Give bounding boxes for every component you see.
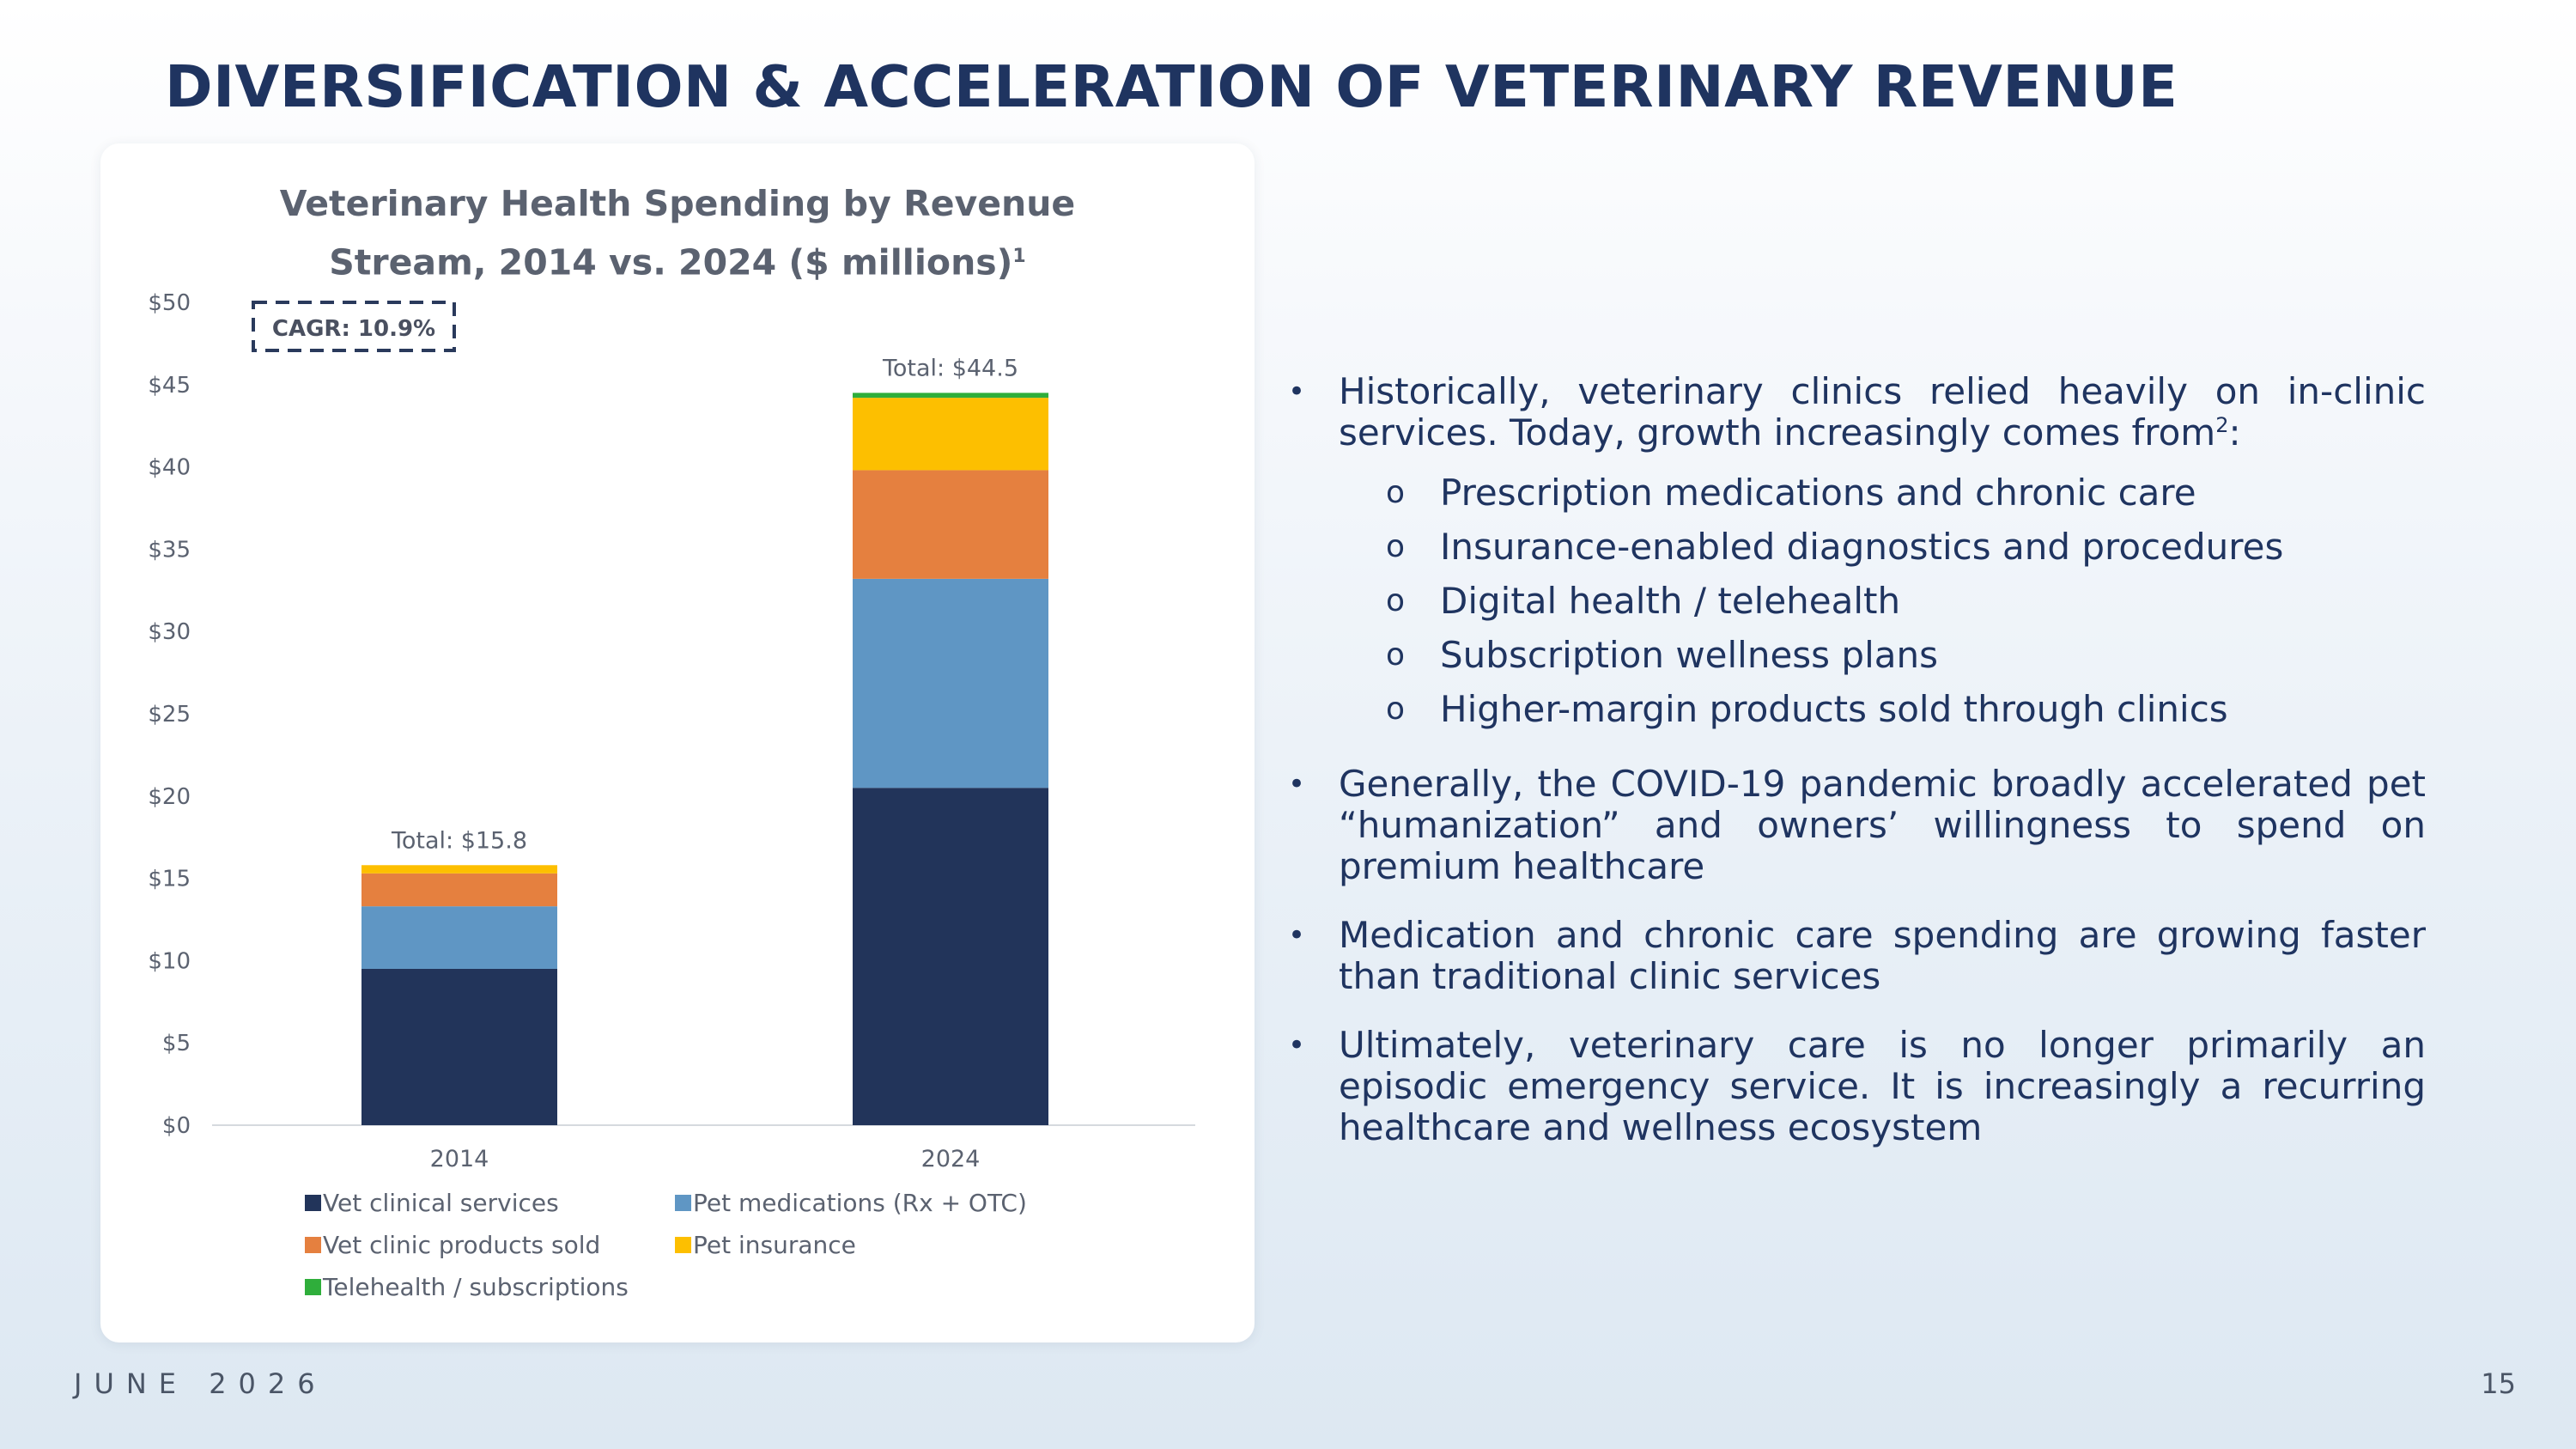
bullet-item: • Generally, the COVID-19 pandemic broad…	[1288, 764, 2426, 887]
bullet-text: Medication and chronic care spending are…	[1339, 914, 2426, 997]
legend-swatch	[305, 1279, 321, 1295]
bullet-list: • Historically, veterinary clinics relie…	[1288, 371, 2426, 1176]
sub-bullet-text: Higher-margin products sold through clin…	[1440, 688, 2228, 730]
bullet-item: • Historically, veterinary clinics relie…	[1288, 371, 2426, 736]
legend-label: Telehealth / subscriptions	[322, 1273, 629, 1301]
bullet-text: Generally, the COVID-19 pandemic broadly…	[1339, 763, 2426, 887]
y-tick-label: $45	[148, 373, 191, 399]
sub-bullet-text: Prescription medications and chronic car…	[1440, 472, 2196, 514]
y-tick-label: $35	[148, 537, 191, 563]
bar-segment	[361, 906, 557, 969]
page-number: 15	[2481, 1367, 2516, 1400]
sub-bullet-item: o Prescription medications and chronic ca…	[1339, 466, 2426, 520]
y-tick-label: $50	[148, 290, 191, 316]
y-tick-label: $15	[148, 867, 191, 892]
sub-bullet-text: Digital health / telehealth	[1440, 580, 1901, 622]
cagr-annotation-label: CAGR: 10.9%	[272, 316, 435, 342]
circle-bullet-icon: o	[1386, 637, 1406, 673]
slide-title: DIVERSIFICATION & ACCELERATION OF VETERI…	[165, 53, 2178, 120]
sub-bullet-item: o Digital health / telehealth	[1339, 574, 2426, 628]
chart-title-line2: Stream, 2014 vs. 2024 ($ millions)	[329, 241, 1013, 283]
y-tick-label: $0	[162, 1113, 191, 1139]
sub-bullet-text: Subscription wellness plans	[1440, 634, 1938, 676]
y-tick-label: $40	[148, 455, 191, 481]
bar-segment	[361, 865, 557, 874]
sub-bullet-list: o Prescription medications and chronic ca…	[1339, 466, 2426, 736]
x-tick-label: 2014	[430, 1146, 489, 1172]
legend-swatch	[675, 1237, 691, 1253]
footnote-marker: 2	[2215, 413, 2229, 437]
sub-bullet-item: o Insurance-enabled diagnostics and proce…	[1339, 520, 2426, 574]
legend-label: Pet insurance	[693, 1231, 856, 1259]
legend-swatch	[675, 1195, 691, 1211]
total-data-label: Total: $15.8	[391, 827, 527, 854]
cagr-annotation-box	[252, 301, 456, 352]
chart-title-line1: Veterinary Health Spending by Revenue	[279, 183, 1076, 224]
circle-bullet-icon: o	[1386, 529, 1406, 564]
chart-card: Veterinary Health Spending by Revenue St…	[100, 143, 1255, 1342]
bullet-item: • Medication and chronic care spending a…	[1288, 915, 2426, 997]
circle-bullet-icon: o	[1386, 583, 1406, 618]
x-tick-label: 2024	[921, 1146, 981, 1172]
legend-label: Pet medications (Rx + OTC)	[693, 1189, 1027, 1217]
bar-segment	[853, 470, 1048, 579]
y-tick-label: $5	[162, 1031, 191, 1056]
legend-label: Vet clinical services	[323, 1189, 559, 1217]
y-tick-label: $10	[148, 948, 191, 974]
legend-swatch	[305, 1237, 321, 1253]
bullet-item: • Ultimately, veterinary care is no long…	[1288, 1025, 2426, 1148]
total-data-label: Total: $44.5	[882, 355, 1018, 381]
legend-swatch	[305, 1195, 321, 1211]
chart-title-footnote: 1	[1012, 246, 1026, 267]
y-tick-label: $20	[148, 784, 191, 810]
bar-segment	[361, 873, 557, 907]
y-tick-label: $25	[148, 702, 191, 728]
sub-bullet-text: Insurance-enabled diagnostics and proced…	[1440, 526, 2284, 568]
bullet-text-suffix: :	[2228, 411, 2241, 454]
bullet-dot-icon: •	[1288, 1028, 1306, 1062]
bar-segment	[853, 393, 1048, 399]
y-tick-label: $30	[148, 619, 191, 645]
bullet-dot-icon: •	[1288, 374, 1306, 409]
circle-bullet-icon: o	[1386, 691, 1406, 727]
bullet-text: Ultimately, veterinary care is no longer…	[1339, 1024, 2426, 1148]
sub-bullet-item: o Subscription wellness plans	[1339, 628, 2426, 682]
bar-segment	[853, 398, 1048, 471]
bar-segment	[853, 578, 1048, 788]
chart-title: Veterinary Health Spending by Revenue St…	[100, 178, 1255, 289]
legend-label: Vet clinic products sold	[323, 1231, 600, 1259]
bar-segment	[361, 968, 557, 1125]
bullet-dot-icon: •	[1288, 767, 1306, 801]
circle-bullet-icon: o	[1386, 475, 1406, 510]
footer-date: JUNE 2026	[74, 1367, 327, 1400]
sub-bullet-item: o Higher-margin products sold through cli…	[1339, 682, 2426, 736]
bullet-text: Historically, veterinary clinics relied …	[1339, 370, 2426, 454]
stacked-bar-chart: $0 $5 $10 $15 $20 $25 $30 $35 $40 $45 $50 Total: $1…	[148, 290, 1195, 1301]
bar-segment	[853, 788, 1048, 1125]
bullet-dot-icon: •	[1288, 918, 1306, 953]
